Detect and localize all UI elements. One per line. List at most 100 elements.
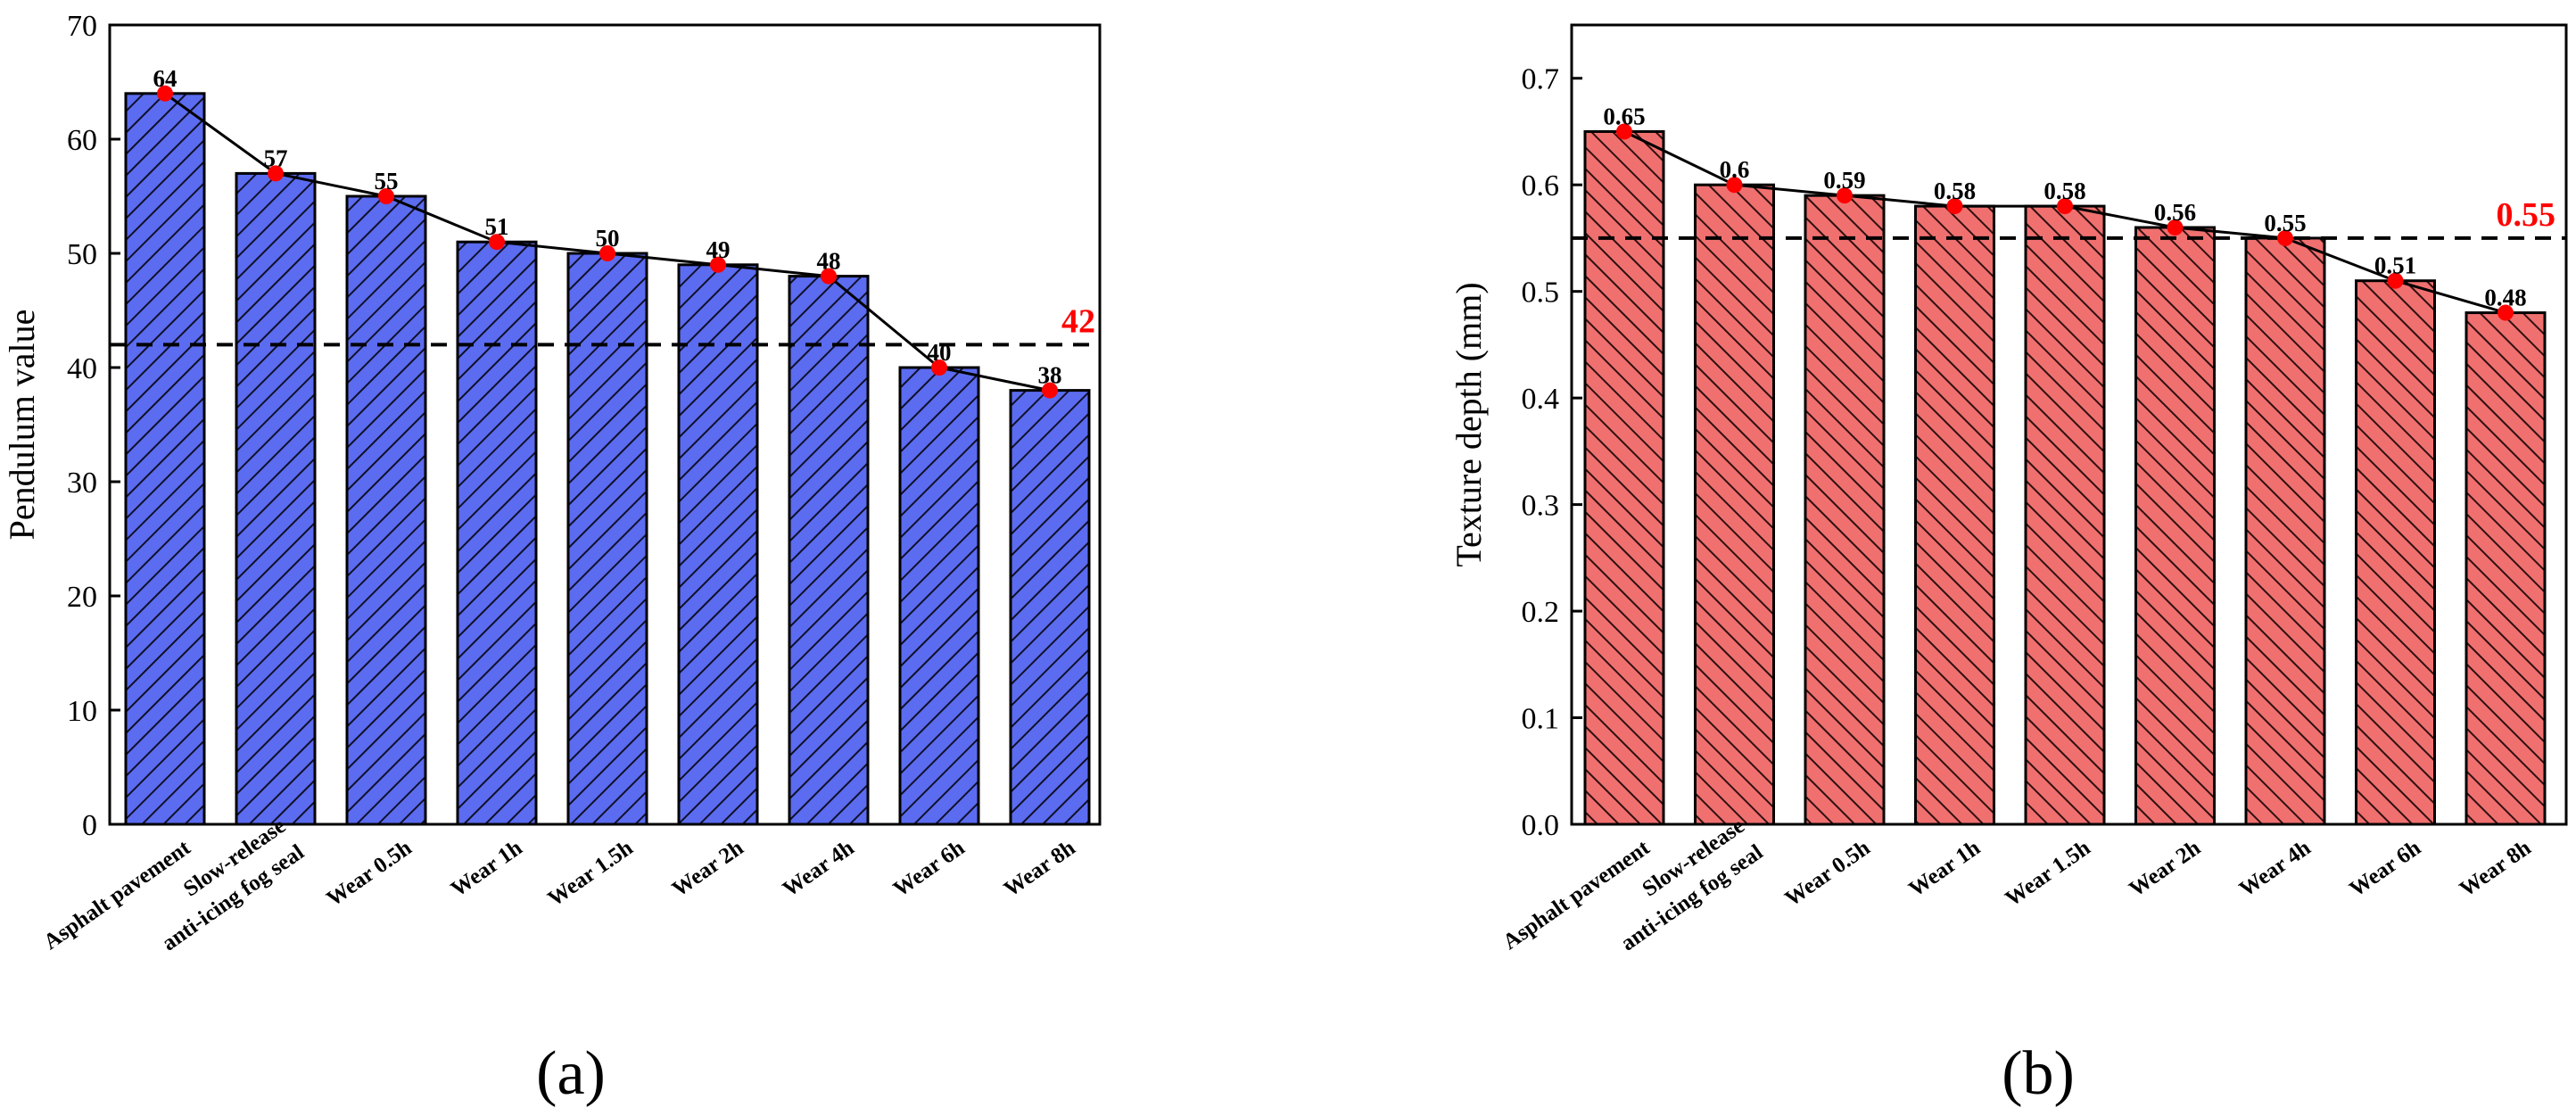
category-label-line: Wear 8h: [1000, 836, 1080, 902]
data-point-b-2: [1837, 187, 1853, 204]
category-label-a-5: Wear 2h: [668, 836, 748, 902]
chart-panel-b: 0.0 0.1 0.2 0.3 0.4 0.5 0.6 0.7 Texture depth (m…: [1449, 23, 2568, 1108]
category-label-b-4: Wear 1.5h: [2001, 836, 2094, 912]
y-tick-label-a-3: 30: [67, 467, 97, 500]
data-label-a-5: 49: [706, 236, 731, 263]
category-label-b-2: Wear 0.5h: [1780, 836, 1874, 912]
y-tick-label-b-4: 0.4: [1522, 383, 1560, 416]
category-label-a-8: Wear 8h: [1000, 836, 1080, 902]
category-label-line: Wear 6h: [2345, 836, 2425, 902]
y-tick-label-a-4: 40: [67, 352, 97, 385]
category-label-line: Wear 2h: [668, 836, 748, 902]
category-label-a-2: Wear 0.5h: [322, 836, 416, 912]
bar-a-3: [456, 240, 538, 826]
data-label-a-1: 57: [264, 145, 288, 171]
bar-a-1: [235, 171, 317, 826]
category-label-line: Wear 1h: [1904, 836, 1985, 902]
data-point-b-0: [1616, 123, 1632, 140]
y-tick-label-a-5: 50: [67, 238, 97, 271]
y-axis-title-b: Texture depth (mm): [1449, 282, 1489, 566]
bar-b-8: [2465, 311, 2547, 826]
y-axis-title-a: Pendulum value: [2, 310, 42, 541]
data-label-b-0: 0.65: [1603, 103, 1645, 129]
y-tick-label-b-1: 0.1: [1522, 703, 1560, 736]
y-tick-label-b-6: 0.6: [1522, 169, 1560, 203]
data-label-b-3: 0.58: [1934, 178, 1976, 204]
category-label-line: Wear 0.5h: [322, 836, 416, 912]
category-label-line: Wear 4h: [2235, 836, 2316, 902]
data-point-b-5: [2167, 219, 2184, 236]
category-label-line: Wear 1.5h: [543, 836, 637, 912]
y-tick-label-b-7: 0.7: [1522, 63, 1560, 96]
data-label-a-0: 64: [153, 65, 178, 92]
bar-a-7: [898, 366, 980, 826]
data-label-a-2: 55: [375, 168, 399, 194]
data-point-b-8: [2498, 304, 2514, 321]
category-label-line: Wear 8h: [2456, 836, 2536, 902]
category-label-b-3: Wear 1h: [1904, 836, 1985, 902]
category-label-b-5: Wear 2h: [2125, 836, 2205, 902]
bar-a-2: [345, 194, 427, 826]
category-label-line: Wear 0.5h: [1780, 836, 1874, 912]
data-point-a-2: [378, 188, 394, 204]
data-point-a-4: [599, 245, 615, 261]
data-label-b-1: 0.6: [1720, 156, 1750, 183]
data-label-b-2: 0.59: [1823, 167, 1865, 194]
bar-b-3: [1914, 204, 1995, 826]
bar-a-6: [788, 275, 870, 826]
data-point-a-8: [1042, 382, 1058, 399]
category-label-a-4: Wear 1.5h: [543, 836, 637, 912]
y-tick-label-a-7: 70: [67, 10, 97, 43]
data-point-a-1: [268, 165, 284, 182]
y-tick-label-b-0: 0.0: [1522, 809, 1560, 842]
y-tick-label-a-6: 60: [67, 124, 97, 157]
bar-a-8: [1009, 389, 1091, 826]
y-tick-label-a-2: 20: [67, 581, 97, 614]
category-label-b-6: Wear 4h: [2235, 836, 2316, 902]
category-label-b-1: Slow-releaseanti-icing fog seal: [1598, 814, 1768, 955]
reference-label-a: 42: [1061, 302, 1095, 340]
bar-b-4: [2024, 204, 2106, 826]
bar-a-4: [566, 252, 648, 826]
panel-label-b: (b): [2002, 1039, 2075, 1108]
category-label-a-3: Wear 1h: [447, 836, 527, 902]
data-label-a-8: 38: [1038, 362, 1062, 389]
data-label-b-5: 0.56: [2154, 199, 2196, 226]
data-label-a-6: 48: [817, 248, 841, 275]
data-point-b-1: [1726, 177, 1743, 194]
data-point-b-6: [2277, 229, 2293, 246]
bar-a-5: [677, 263, 759, 826]
bar-b-6: [2244, 236, 2326, 826]
category-label-a-7: Wear 6h: [889, 836, 970, 902]
category-label-line: Wear 6h: [889, 836, 970, 902]
category-label-line: Wear 4h: [779, 836, 859, 902]
data-label-a-3: 51: [485, 213, 509, 240]
category-label-line: Wear 1.5h: [2001, 836, 2094, 912]
category-label-b-7: Wear 6h: [2345, 836, 2425, 902]
bar-b-2: [1804, 194, 1886, 826]
category-label-line: Wear 2h: [2125, 836, 2205, 902]
data-point-a-3: [489, 234, 505, 251]
bar-b-7: [2355, 279, 2436, 826]
reference-label-b: 0.55: [2497, 196, 2556, 234]
data-point-a-5: [710, 256, 726, 273]
y-tick-label-b-3: 0.3: [1522, 490, 1560, 523]
category-label-b-8: Wear 8h: [2456, 836, 2536, 902]
data-label-b-6: 0.55: [2264, 210, 2306, 236]
data-point-b-3: [1946, 198, 1963, 215]
bar-b-1: [1694, 183, 1775, 826]
bar-a-0: [124, 92, 206, 826]
y-tick-label-b-2: 0.2: [1522, 596, 1560, 629]
data-label-a-4: 50: [596, 225, 620, 252]
category-label-a-1: Slow-releaseanti-icing fog seal: [139, 814, 309, 955]
bar-b-5: [2134, 226, 2216, 826]
panel-label-a: (a): [536, 1039, 606, 1108]
y-tick-label-a-1: 10: [67, 695, 97, 728]
chart-panel-a: 0 10 20 30 40 50 60 70 Pendulum value 42 64 57 55 51 5…: [2, 10, 1102, 1108]
y-tick-label-b-5: 0.5: [1522, 277, 1560, 310]
bar-b-0: [1583, 129, 1665, 826]
category-label-a-6: Wear 4h: [779, 836, 859, 902]
category-label-line: Wear 1h: [447, 836, 527, 902]
data-point-b-4: [2057, 198, 2073, 215]
